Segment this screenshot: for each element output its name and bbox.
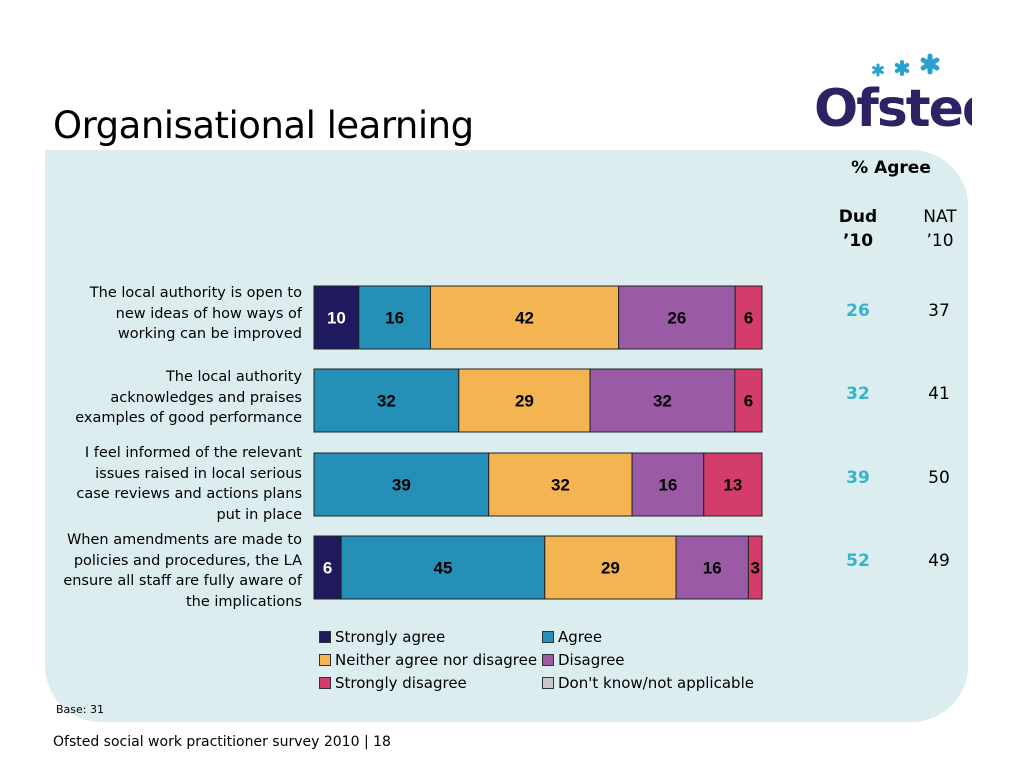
data-label: 29 — [601, 559, 620, 578]
logo-star-icon — [920, 53, 940, 75]
data-label: 32 — [653, 392, 672, 411]
svg-text:Ofsted: Ofsted — [814, 79, 972, 132]
data-label: 13 — [723, 476, 742, 495]
data-label: 45 — [434, 559, 453, 578]
ofsted-logo: Ofsted — [814, 53, 972, 132]
dud-agree-value: 26 — [846, 301, 870, 321]
data-label: 10 — [327, 309, 346, 328]
bar-segment — [747, 535, 763, 600]
bar-segment — [313, 285, 360, 350]
bar-segment — [734, 368, 763, 433]
legend-item: Disagree — [542, 651, 625, 669]
data-label: 42 — [515, 309, 534, 328]
data-label: 3 — [750, 559, 759, 578]
data-label: 39 — [392, 476, 411, 495]
logo-stars-icon — [872, 53, 940, 77]
legend-swatch — [542, 654, 554, 666]
nat-agree-value: 50 — [928, 468, 950, 488]
data-label: 16 — [703, 559, 722, 578]
nat-agree-value: 37 — [928, 301, 950, 321]
bar-segment — [340, 535, 546, 600]
data-label: 16 — [658, 476, 677, 495]
legend-label: Disagree — [558, 651, 625, 669]
legend-label: Agree — [558, 628, 603, 646]
legend-item: Strongly disagree — [319, 674, 467, 692]
category-label: When amendments are made to policies and … — [63, 532, 302, 610]
legend-swatch — [542, 631, 554, 643]
page-title: Organisational learning — [53, 104, 474, 147]
dud-agree-value: 52 — [846, 551, 870, 571]
nat-column-header: NAT ’10 — [923, 207, 957, 251]
logo-star-icon — [894, 60, 910, 76]
legend-item: Strongly agree — [319, 628, 445, 646]
bar-segment — [544, 535, 677, 600]
legend-label: Strongly agree — [335, 628, 446, 646]
legend-swatch — [319, 677, 331, 689]
bar-segment — [313, 368, 460, 433]
footer: Ofsted social work practitioner survey 2… — [53, 734, 391, 750]
data-label: 32 — [377, 392, 396, 411]
bar-segment — [313, 452, 490, 517]
chart-panel — [45, 150, 968, 722]
bar-segment — [488, 452, 633, 517]
legend-label: Neither agree nor disagree — [335, 651, 538, 669]
category-label: The local authority acknowledges and prai… — [75, 369, 302, 426]
bar-segment — [734, 285, 763, 350]
data-label: 32 — [551, 476, 570, 495]
bar-segment — [703, 452, 763, 517]
base-note: Base: 31 — [56, 703, 104, 716]
bar-segment — [458, 368, 591, 433]
bar-segment — [631, 452, 705, 517]
data-label: 6 — [744, 309, 753, 328]
dud-agree-value: 32 — [846, 384, 870, 404]
legend-label: Strongly disagree — [335, 674, 467, 692]
data-label: 6 — [323, 559, 332, 578]
legend-swatch — [319, 654, 331, 666]
legend-item: Agree — [542, 628, 602, 646]
legend-item: Neither agree nor disagree — [319, 651, 537, 669]
category-label: The local authority is open to new ideas … — [89, 285, 302, 342]
category-label: I feel informed of the relevant issues ra… — [76, 445, 302, 523]
legend-item: Don't know/not applicable — [542, 674, 754, 692]
legend-swatch — [542, 677, 554, 689]
bar-segment — [618, 285, 736, 350]
data-label: 29 — [515, 392, 534, 411]
agree-header: % Agree — [851, 158, 931, 178]
data-label: 16 — [385, 309, 404, 328]
nat-agree-value: 49 — [928, 551, 950, 571]
dud-agree-value: 39 — [846, 468, 870, 488]
legend-label: Don't know/not applicable — [558, 674, 754, 692]
data-label: 6 — [744, 392, 753, 411]
nat-agree-value: 41 — [928, 384, 950, 404]
bar-segment — [429, 285, 620, 350]
bar-segment — [589, 368, 736, 433]
data-label: 26 — [667, 309, 686, 328]
legend-swatch — [319, 631, 331, 643]
logo-star-icon — [872, 63, 884, 77]
dud-column-header: Dud ’10 — [838, 207, 878, 251]
